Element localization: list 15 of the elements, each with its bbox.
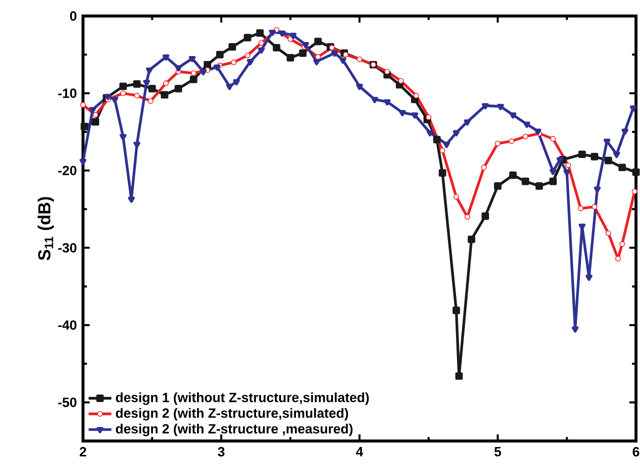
y-axis-title: S$_{11}$ (dB) [38,197,54,260]
legend-label: design 2 (with Z-structure,simulated) [116,408,348,421]
x-tick-label: 6 [632,447,640,456]
legend-label: design 1 (without Z-structure,simulated) [116,392,369,405]
y-tick-label: -50 [58,398,76,408]
x-tick-label: 4 [356,447,364,456]
y-tick-label: -30 [58,243,76,253]
y-tick-label: -10 [58,88,76,98]
x-tick-label: 5 [494,447,502,456]
y-tick-label: -20 [58,166,76,176]
x-tick-label: 3 [218,447,224,456]
legend-label: design 2 (with Z-structure ,measured) [116,424,353,436]
x-tick-label: 2 [80,447,86,456]
y-tick-label: -40 [58,320,76,330]
y-tick-label: 0 [70,11,76,21]
